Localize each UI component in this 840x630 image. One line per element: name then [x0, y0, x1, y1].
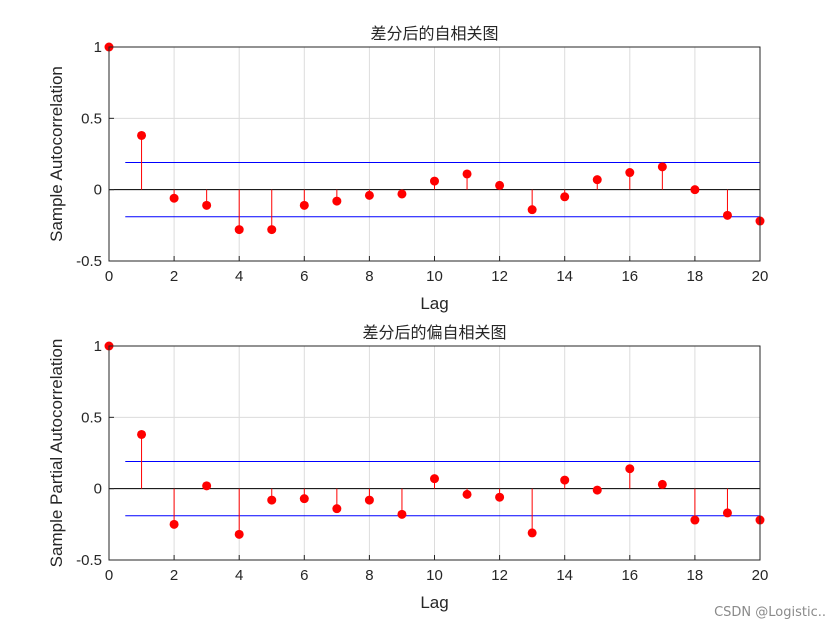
stem-marker: [657, 162, 667, 172]
stem-marker: [299, 200, 309, 210]
stem-marker: [462, 169, 472, 179]
stem-marker: [364, 495, 374, 505]
stem-marker: [169, 193, 179, 203]
y-tick-label: 1: [94, 39, 102, 56]
stem-marker: [462, 489, 472, 499]
stem-marker: [657, 479, 667, 489]
y-tick-label: -0.5: [76, 253, 102, 270]
stem-marker: [722, 508, 732, 518]
stem-marker: [430, 176, 439, 186]
stem-marker: [397, 189, 407, 199]
y-tick-label: -0.5: [76, 552, 102, 569]
x-tick-label: 20: [752, 567, 769, 584]
stem-marker: [495, 492, 505, 502]
x-tick-label: 14: [556, 567, 573, 584]
chart-title: 差分后的自相关图: [370, 24, 498, 43]
chart-panel-1: 0 2 4 6 8 10 12 14 16 18 20-0.500.51差分后的自相关图LagSam…: [47, 24, 768, 313]
stem-marker: [137, 429, 147, 439]
x-tick-label: 16: [621, 268, 638, 285]
stem-marker: [722, 210, 732, 220]
x-axis-label: Lag: [420, 593, 448, 612]
stem-marker: [332, 504, 342, 514]
stem-marker: [560, 475, 570, 485]
stem-marker: [332, 196, 342, 206]
x-tick-label: 18: [687, 567, 704, 584]
x-tick-label: 4: [235, 567, 243, 584]
y-axis-label: Sample Autocorrelation: [47, 66, 66, 242]
stem-marker: [592, 175, 602, 185]
chart-title: 差分后的偏自相关图: [362, 323, 506, 342]
x-tick-label: 18: [687, 268, 704, 285]
stem-marker: [234, 225, 244, 235]
x-tick-label: 2: [170, 567, 178, 584]
x-tick-label: 12: [491, 567, 508, 584]
stem-marker: [202, 200, 212, 210]
stem-marker: [202, 481, 212, 491]
y-tick-label: 0: [94, 182, 102, 199]
x-tick-label: 0: [105, 567, 113, 584]
stem-marker: [299, 494, 309, 504]
stem-marker: [137, 130, 147, 140]
stem-marker: [592, 485, 602, 495]
x-tick-label: 6: [300, 268, 308, 285]
stem-marker: [397, 509, 407, 519]
y-tick-label: 0.5: [81, 409, 102, 426]
x-tick-label: 8: [365, 268, 373, 285]
stem-marker: [430, 474, 439, 484]
x-tick-label: 16: [621, 567, 638, 584]
x-tick-label: 20: [752, 268, 769, 285]
stem-marker: [690, 515, 700, 525]
stem-marker: [625, 464, 635, 474]
stem-marker: [234, 529, 244, 539]
y-axis-label: Sample Partial Autocorrelation: [47, 339, 66, 568]
stem-marker: [364, 190, 374, 200]
stem-marker: [560, 192, 570, 202]
stem-marker: [267, 225, 277, 235]
stem-marker: [169, 519, 179, 529]
stem-marker: [690, 185, 700, 195]
x-tick-label: 14: [556, 268, 573, 285]
x-tick-label: 10: [426, 268, 443, 285]
csdn-watermark: CSDN @Logistic..: [714, 605, 826, 620]
y-tick-label: 1: [94, 338, 102, 355]
x-tick-label: 10: [426, 567, 443, 584]
chart-panel-2: 0 2 4 6 8 10 12 14 16 18 20-0.500.51差分后的偏自相关图LagSa…: [47, 323, 768, 612]
stem-marker: [495, 180, 505, 190]
stem-marker: [625, 168, 635, 178]
x-tick-label: 6: [300, 567, 308, 584]
stem-marker: [527, 528, 537, 538]
x-tick-label: 8: [365, 567, 373, 584]
x-tick-label: 0: [105, 268, 113, 285]
y-tick-label: 0.5: [81, 110, 102, 127]
x-tick-label: 12: [491, 268, 508, 285]
x-tick-label: 2: [170, 268, 178, 285]
y-tick-label: 0: [94, 481, 102, 498]
stem-marker: [527, 205, 537, 215]
x-tick-label: 4: [235, 268, 243, 285]
stem-marker: [267, 495, 277, 505]
x-axis-label: Lag: [420, 294, 448, 313]
